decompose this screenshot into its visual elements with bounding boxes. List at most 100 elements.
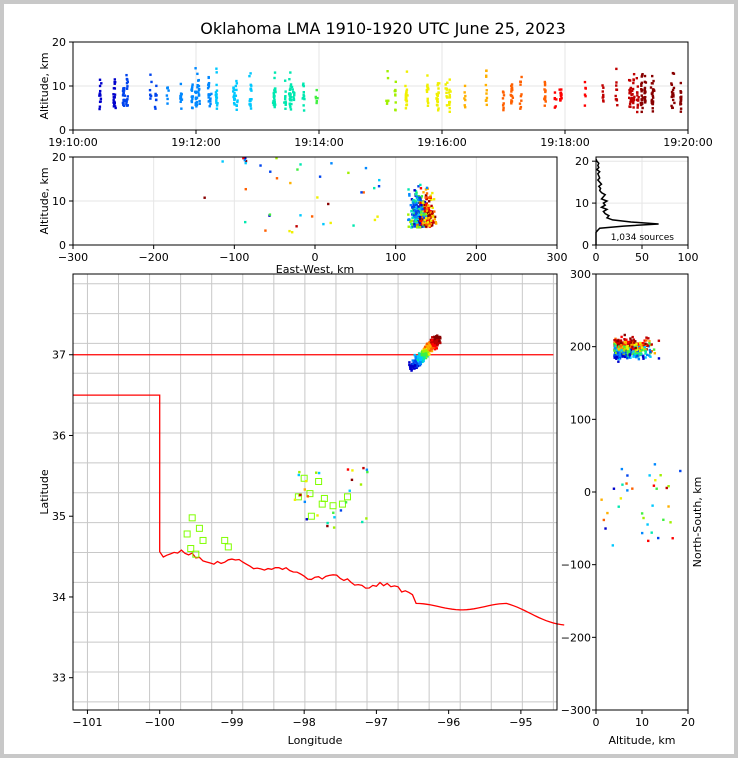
source-point <box>123 94 126 97</box>
source-point <box>463 91 466 94</box>
source-point <box>614 344 617 348</box>
source-point <box>644 95 647 99</box>
source-point <box>235 108 238 111</box>
source-point <box>155 94 158 97</box>
x-tick-label: 0 <box>312 251 319 264</box>
source-point <box>673 101 676 105</box>
source-point <box>433 210 436 213</box>
source-point <box>614 94 617 98</box>
source-point <box>620 335 623 339</box>
source-point <box>651 96 655 99</box>
source-point <box>430 198 433 202</box>
source-point <box>259 164 262 167</box>
source-point <box>501 104 505 107</box>
source-point <box>624 353 628 357</box>
x-tick-label: 19:12:00 <box>171 136 220 149</box>
source-point <box>422 201 425 204</box>
source-point <box>408 363 411 367</box>
source-point <box>639 101 643 105</box>
source-point <box>543 104 546 107</box>
source-point <box>485 74 488 77</box>
source-point <box>351 469 354 472</box>
source-point <box>394 101 397 104</box>
source-point <box>633 343 636 347</box>
source-point <box>98 89 102 93</box>
y-tick-label: 200 <box>570 341 591 354</box>
source-point <box>626 474 629 477</box>
source-point <box>275 177 279 180</box>
source-point <box>640 531 644 535</box>
source-point <box>640 99 644 102</box>
source-point <box>125 100 128 104</box>
source-point <box>302 93 305 97</box>
source-point <box>207 75 210 79</box>
lma-station-marker <box>320 494 328 502</box>
source-point <box>519 94 523 98</box>
lma-station-marker <box>318 500 326 508</box>
lma-station-marker <box>188 514 196 522</box>
source-point <box>359 483 363 486</box>
source-point <box>652 348 656 351</box>
source-point <box>288 102 291 105</box>
source-point <box>410 213 414 216</box>
source-point <box>283 97 287 100</box>
source-point <box>198 102 201 105</box>
source-point <box>419 198 422 201</box>
source-point <box>264 229 267 232</box>
source-point <box>679 99 683 102</box>
source-point <box>234 84 238 88</box>
source-point <box>431 342 434 346</box>
source-point <box>679 81 683 85</box>
source-point <box>195 103 199 107</box>
source-point <box>99 100 102 103</box>
source-point <box>618 356 621 359</box>
source-point <box>430 338 434 342</box>
source-point <box>126 85 129 88</box>
source-point <box>485 92 488 95</box>
source-point <box>249 99 252 103</box>
source-point <box>293 93 296 97</box>
source-point <box>304 479 308 483</box>
lma-station-marker <box>344 493 352 501</box>
source-point <box>635 342 638 346</box>
source-point <box>232 95 235 99</box>
source-point <box>464 94 467 98</box>
source-point <box>284 102 287 105</box>
source-point <box>424 188 428 191</box>
source-point <box>98 105 102 108</box>
y-tick-label: 36 <box>52 429 66 442</box>
source-point <box>672 72 676 75</box>
source-point <box>622 341 625 344</box>
source-point <box>651 82 654 85</box>
source-point <box>632 100 635 103</box>
source-point <box>645 336 648 339</box>
source-point <box>125 87 129 90</box>
source-point <box>501 97 505 100</box>
source-point <box>126 95 129 98</box>
source-point <box>196 83 199 87</box>
source-point <box>651 101 655 104</box>
source-point <box>215 99 218 103</box>
source-point <box>643 89 646 93</box>
source-point <box>428 224 431 227</box>
source-point <box>624 341 628 344</box>
source-point <box>612 487 616 490</box>
source-point <box>432 221 435 224</box>
source-point <box>405 88 409 91</box>
source-point <box>619 497 623 500</box>
source-point <box>421 218 425 221</box>
source-point <box>427 347 431 350</box>
source-point <box>284 95 287 98</box>
source-point <box>519 80 522 84</box>
source-point <box>122 89 126 92</box>
source-point <box>671 92 674 96</box>
source-point <box>448 110 451 114</box>
source-point <box>520 75 523 79</box>
source-point <box>639 343 643 347</box>
source-point <box>645 353 649 357</box>
source-point <box>215 71 218 74</box>
source-point <box>190 95 193 99</box>
source-point <box>417 352 421 355</box>
source-point <box>424 349 427 352</box>
altitude-profile-line <box>595 158 659 245</box>
